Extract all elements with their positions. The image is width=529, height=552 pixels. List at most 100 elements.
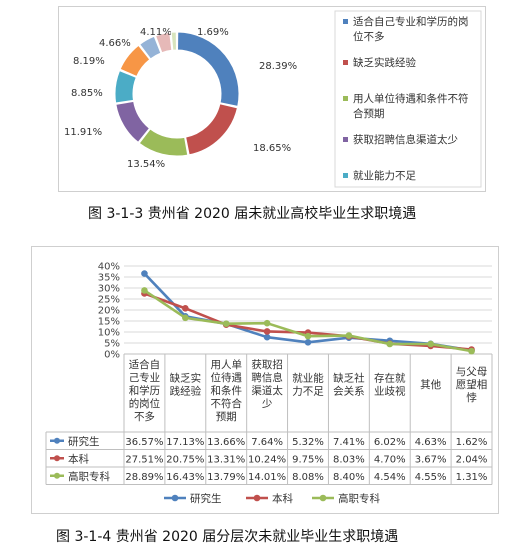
table-cell: 4.63% (415, 437, 447, 448)
table-cell: 10.24% (248, 454, 286, 465)
table-cell: 27.51% (125, 454, 163, 465)
legend-label: 高职专科 (338, 492, 380, 505)
data-point (263, 333, 271, 341)
legend-marker (171, 494, 179, 502)
y-tick-label: 25% (98, 295, 120, 306)
donut-slice (119, 44, 151, 78)
data-table (45, 353, 493, 485)
y-tick-label: 35% (98, 273, 120, 284)
table-cell: 16.43% (166, 472, 204, 483)
x-category-label: 就业能力不足 (292, 372, 324, 398)
data-point (141, 270, 148, 277)
table-cell: 8.03% (333, 454, 365, 465)
table-cell: 4.54% (374, 472, 406, 483)
table-cell: 28.89% (125, 472, 163, 483)
table-row-name: 研究生 (68, 435, 100, 448)
data-point (182, 305, 189, 312)
table-cell: 9.75% (292, 454, 324, 465)
donut-slice-label: 28.39% (259, 61, 297, 72)
x-category-label: 获取招聘信息渠道太少 (251, 358, 283, 410)
donut-slice (154, 31, 173, 54)
x-category-label: 其他 (420, 378, 441, 391)
legend-swatch (343, 60, 348, 65)
donut-slice-label: 8.85% (71, 88, 103, 99)
data-point (345, 332, 353, 339)
donut-slice (177, 31, 240, 107)
data-point (427, 340, 434, 348)
x-category-label: 缺乏社会关系 (333, 372, 365, 398)
data-point (304, 332, 312, 340)
line-legend: 研究生 本科 高职专科 (164, 492, 380, 505)
y-tick-label: 30% (98, 284, 120, 295)
legend-marker (319, 494, 327, 502)
table-cell: 8.08% (292, 472, 324, 483)
table-cell: 20.75% (166, 454, 204, 465)
y-tick-label: 5% (104, 339, 120, 350)
data-point (222, 320, 230, 327)
legend-label: 适合自己专业和学历的岗位不多 (353, 15, 469, 43)
table-cell: 4.70% (374, 454, 406, 465)
table-cell: 5.32% (292, 437, 324, 448)
data-point (304, 338, 312, 346)
legend-label: 缺乏实践经验 (353, 56, 416, 69)
table-cell: 6.02% (374, 437, 406, 448)
donut-slice (185, 103, 239, 156)
table-cell: 17.13% (166, 437, 204, 448)
x-category-label: 存在就业歧视 (374, 372, 406, 398)
donut-slice (114, 69, 137, 104)
table-row-name: 本科 (68, 452, 89, 465)
data-point (141, 287, 148, 294)
table-cell: 8.40% (333, 472, 365, 483)
data-point (263, 328, 271, 335)
donut-slice (139, 35, 162, 60)
x-category-label: 与父母愿望相悖 (456, 366, 488, 404)
y-tick-label: 0% (104, 350, 120, 361)
data-point (182, 314, 189, 322)
donut-slice-label: 4.11% (140, 27, 172, 38)
y-tick-label: 10% (98, 328, 120, 339)
donut-slice-label: 1.69% (197, 27, 229, 38)
legend-label: 就业能力不足 (353, 169, 416, 182)
table-cell: 14.01% (248, 472, 286, 483)
donut-chart-panel: 28.39% 18.65% 13.54% 11.91% 8.85% 8.19% 4.66% 4… (58, 6, 486, 192)
table-cell: 2.04% (456, 454, 488, 465)
table-cell: 13.31% (207, 454, 245, 465)
donut-chart: 28.39% 18.65% 13.54% 11.91% 8.85% 8.19% 4.66% 4… (64, 10, 482, 188)
y-tick-label: 20% (98, 306, 120, 317)
donut-slice-label: 4.66% (99, 38, 131, 49)
legend-label: 研究生 (190, 492, 222, 505)
line-chart: 0%5%10%15%20%25%30%35%40%适合自己专业和学历的岗位不多缺… (45, 262, 493, 505)
table-row-key-marker (54, 455, 60, 462)
legend-swatch (343, 96, 348, 101)
donut-slice-label: 18.65% (253, 143, 291, 154)
legend-label: 本科 (272, 492, 293, 505)
legend-swatch (343, 19, 348, 24)
table-cell: 4.55% (415, 472, 447, 483)
table-cell: 7.41% (333, 437, 365, 448)
donut-legend: 适合自己专业和学历的岗位不多缺乏实践经验用人单位待遇和条件不符合预期获取招聘信息… (334, 10, 482, 188)
table-cell: 13.79% (207, 472, 245, 483)
legend-label: 获取招聘信息渠道太少 (353, 133, 458, 146)
table-cell: 1.31% (456, 472, 488, 483)
data-point (263, 319, 271, 327)
donut-slice (115, 100, 151, 144)
donut-slice-label: 13.54% (127, 159, 165, 170)
table-row-key-marker (54, 472, 60, 479)
table-row-key-marker (54, 437, 60, 444)
x-category-label: 适合自己专业和学历的岗位不多 (129, 358, 161, 423)
table-cell: 1.62% (456, 437, 488, 448)
figure2-caption: 图 3-1-4 贵州省 2020 届分层次未就业毕业生求职境遇 (56, 529, 399, 545)
legend-swatch (343, 173, 348, 178)
table-row-name: 高职专科 (68, 470, 110, 483)
legend-label: 用人单位待遇和条件不符合预期 (353, 92, 469, 120)
y-tick-label: 40% (98, 262, 120, 273)
donut-slice-label: 11.91% (64, 127, 102, 138)
donut-slice (138, 128, 189, 157)
legend-frame (334, 10, 482, 188)
line-chart-panel: 0% 5% 10% 15% 20% 25% 30% 35% 40% 适合自己专业和学历的岗位不多缺… (31, 246, 499, 514)
table-cell: 36.57% (125, 437, 163, 448)
legend-swatch (343, 137, 348, 142)
x-category-label: 缺乏实践经验 (170, 372, 202, 398)
data-point (468, 347, 475, 355)
table-cell: 13.66% (207, 437, 245, 448)
